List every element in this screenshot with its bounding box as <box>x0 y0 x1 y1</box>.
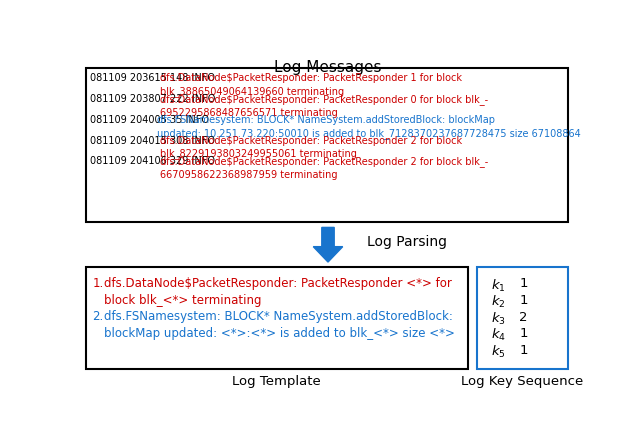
Text: 2: 2 <box>520 311 528 324</box>
FancyBboxPatch shape <box>86 68 568 222</box>
Text: Log Template: Log Template <box>232 375 321 388</box>
Text: dfs.FSNamesystem: BLOCK* NameSystem.addStoredBlock: blockMap
updated: 10.251.73.: dfs.FSNamesystem: BLOCK* NameSystem.addS… <box>157 115 581 139</box>
FancyArrow shape <box>313 227 343 262</box>
Text: Log Parsing: Log Parsing <box>367 235 447 249</box>
Text: 081109 204015 308 INFO: 081109 204015 308 INFO <box>90 136 218 146</box>
Text: $k_5$: $k_5$ <box>491 344 506 360</box>
Text: 1.: 1. <box>92 276 104 290</box>
Text: 081109 204106 329 INFO: 081109 204106 329 INFO <box>90 156 218 166</box>
Text: dfs.DataNode$PacketResponder: PacketResponder 2 for block
blk_822919380324995506: dfs.DataNode$PacketResponder: PacketResp… <box>161 136 463 159</box>
Text: 1: 1 <box>520 277 528 290</box>
Text: 1: 1 <box>520 327 528 340</box>
Text: dfs.DataNode$PacketResponder: PacketResponder 1 for block
blk_38865049064139660 : dfs.DataNode$PacketResponder: PacketResp… <box>161 73 463 97</box>
Text: 1: 1 <box>520 344 528 357</box>
Text: dfs.DataNode$PacketResponder: PacketResponder 0 for block blk_-
6952295868487656: dfs.DataNode$PacketResponder: PacketResp… <box>161 94 488 118</box>
FancyBboxPatch shape <box>86 267 467 369</box>
Text: 081109 203807 222 INFO: 081109 203807 222 INFO <box>90 94 219 104</box>
Text: Log Key Sequence: Log Key Sequence <box>461 375 584 388</box>
Text: dfs.FSNamesystem: BLOCK* NameSystem.addStoredBlock:
blockMap updated: <*>:<*> is: dfs.FSNamesystem: BLOCK* NameSystem.addS… <box>104 310 455 340</box>
Text: Log Messages: Log Messages <box>275 60 381 75</box>
Text: $k_2$: $k_2$ <box>491 294 506 310</box>
FancyBboxPatch shape <box>477 267 568 369</box>
Text: 1: 1 <box>520 294 528 307</box>
Text: dfs.DataNode$PacketResponder: PacketResponder 2 for block blk_-
6670958622368987: dfs.DataNode$PacketResponder: PacketResp… <box>161 156 489 180</box>
Text: $k_1$: $k_1$ <box>491 277 506 294</box>
Text: $k_3$: $k_3$ <box>491 311 506 327</box>
Text: 081109 203615 148 INFO: 081109 203615 148 INFO <box>90 73 218 83</box>
Text: 081109 204005 35 INFO: 081109 204005 35 INFO <box>90 115 212 125</box>
Text: 2.: 2. <box>92 310 104 323</box>
Text: $k_4$: $k_4$ <box>491 327 506 343</box>
Text: dfs.DataNode$PacketResponder: PacketResponder <*> for
block blk_<*> terminating: dfs.DataNode$PacketResponder: PacketResp… <box>104 276 452 307</box>
